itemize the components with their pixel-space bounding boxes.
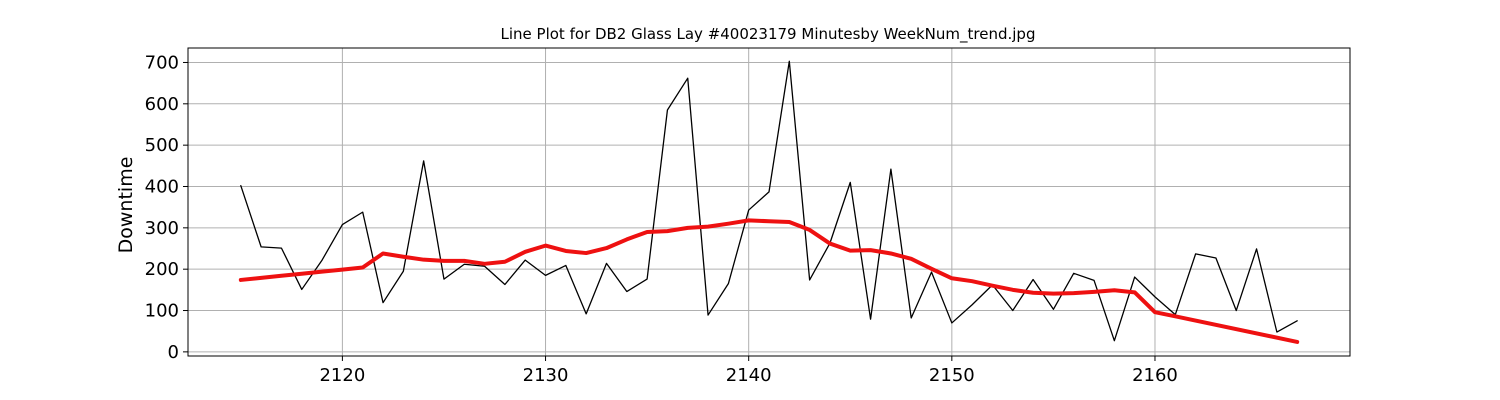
y-tick-label: 500 — [145, 135, 179, 156]
y-tick-label: 600 — [145, 94, 179, 115]
y-tick-label: 400 — [145, 176, 179, 197]
x-tick-label: 2160 — [1132, 365, 1178, 386]
raw-series-line — [240, 60, 1298, 342]
grid — [188, 48, 1350, 356]
x-tick-label: 2140 — [726, 365, 772, 386]
x-tick-label: 2130 — [523, 365, 569, 386]
x-tick-label: 2150 — [929, 365, 975, 386]
series-layer — [238, 60, 1300, 344]
trend-series-line — [238, 218, 1300, 344]
y-tick-label: 300 — [145, 218, 179, 239]
ticks: 2120 2130 2140 2150 2160 0 100 200 300 400 500 600 7… — [145, 52, 1178, 386]
y-tick-label: 200 — [145, 259, 179, 280]
y-axis-label: Downtime — [115, 157, 137, 254]
y-tick-label: 100 — [145, 301, 179, 322]
y-tick-label: 700 — [145, 52, 179, 73]
x-tick-label: 2120 — [319, 365, 365, 386]
plot-frame — [187, 47, 1351, 357]
y-tick-label: 0 — [168, 342, 179, 363]
chart-title: Line Plot for DB2 Glass Lay #40023179 Mi… — [501, 25, 1036, 44]
